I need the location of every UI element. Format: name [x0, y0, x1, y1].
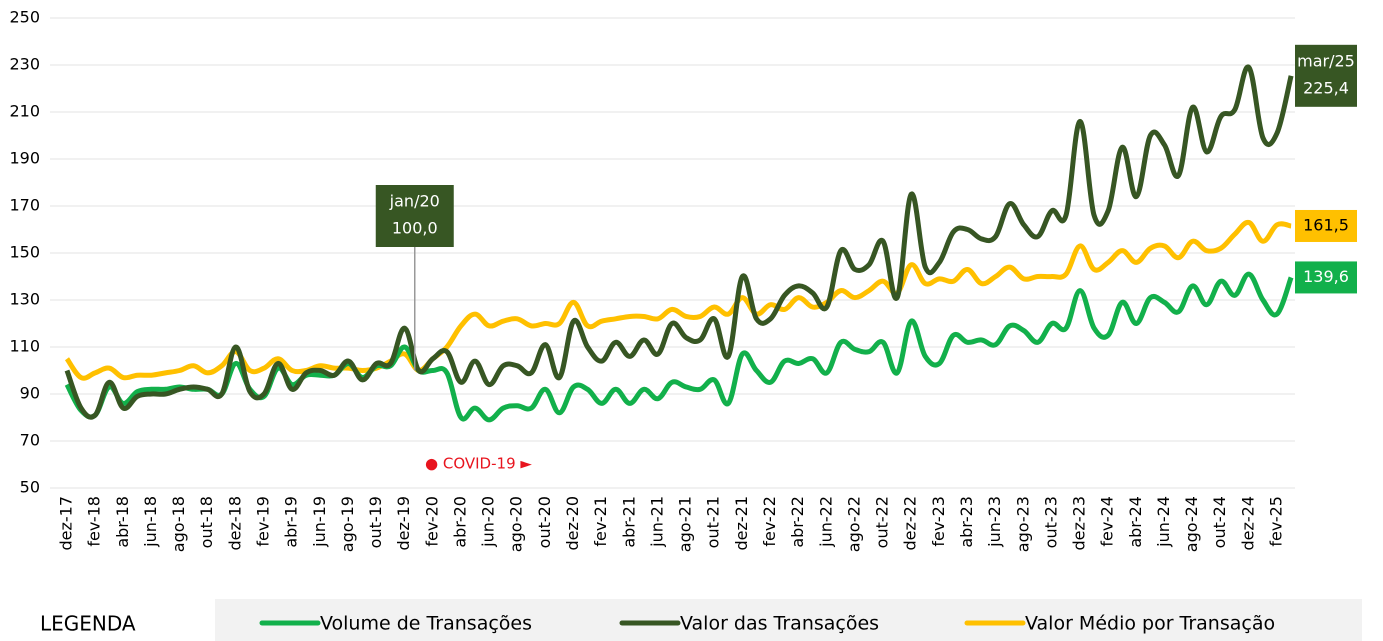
x-tick-label: ago-23 — [1013, 496, 1032, 552]
x-tick-label: fev-20 — [422, 496, 441, 547]
x-tick-label: abr-18 — [113, 496, 132, 548]
x-tick-label: ago-20 — [507, 496, 526, 552]
x-tick-label: dez-19 — [394, 496, 413, 551]
x-tick-label: out-21 — [704, 496, 723, 548]
legend-label: Valor Médio por Transação — [1025, 613, 1275, 635]
x-tick-label: dez-18 — [225, 496, 244, 551]
x-tick-label: dez-23 — [1070, 496, 1089, 551]
x-tick-label: abr-19 — [282, 496, 301, 548]
x-tick-label: ago-22 — [844, 496, 863, 552]
value-label-box — [1295, 261, 1357, 294]
x-tick-label: abr-20 — [450, 496, 469, 548]
x-tick-label: fev-19 — [253, 496, 272, 547]
x-tick-label: jun-22 — [816, 496, 835, 548]
x-tick-label: abr-24 — [1126, 496, 1145, 548]
x-tick-label: jun-18 — [141, 496, 160, 548]
annotation: ● COVID-19 ► — [425, 455, 532, 473]
y-tick-label: 110 — [9, 337, 40, 356]
y-tick-label: 230 — [9, 55, 40, 74]
x-tick-label: fev-25 — [1267, 496, 1286, 547]
series-line — [64, 219, 1292, 381]
x-tick-label: out-20 — [535, 496, 554, 548]
x-tick-label: out-19 — [366, 496, 385, 548]
y-tick-label: 190 — [9, 149, 40, 168]
x-tick-label: ago-18 — [169, 496, 188, 552]
legend-title: LEGENDA — [40, 612, 136, 636]
value-label-box — [375, 185, 454, 247]
x-tick-label: dez-21 — [732, 496, 751, 551]
x-tick-label: fev-23 — [929, 496, 948, 547]
value-label: 225,4 — [1303, 78, 1349, 97]
x-tick-label: ago-24 — [1182, 496, 1201, 552]
x-tick-label: out-22 — [873, 496, 892, 548]
x-tick-label: dez-20 — [563, 496, 582, 551]
y-tick-label: 170 — [9, 196, 40, 215]
x-tick-label: fev-18 — [85, 496, 104, 547]
y-tick-label: 210 — [9, 102, 40, 121]
legend-label: Valor das Transações — [680, 613, 879, 635]
x-tick-label: out-23 — [1041, 496, 1060, 548]
value-label-box — [1295, 44, 1357, 107]
x-tick-label: out-24 — [1210, 496, 1229, 548]
value-label: 100,0 — [392, 219, 438, 238]
point-label: mar/25 — [1297, 51, 1355, 70]
value-label-box — [1295, 209, 1357, 242]
y-tick-label: 150 — [9, 243, 40, 262]
x-tick-label: abr-22 — [788, 496, 807, 548]
x-tick-label: ago-19 — [338, 496, 357, 552]
x-tick-label: abr-23 — [957, 496, 976, 548]
y-tick-label: 70 — [20, 431, 40, 450]
x-tick-label: out-18 — [197, 496, 216, 548]
x-tick-label: ago-21 — [676, 496, 695, 552]
value-label: 139,6 — [1303, 267, 1349, 286]
legend-box — [215, 599, 1362, 641]
x-tick-label: jun-19 — [310, 496, 329, 548]
legend-label: Volume de Transações — [320, 613, 532, 635]
x-tick-label: dez-22 — [901, 496, 920, 551]
x-tick-label: fev-24 — [1098, 496, 1117, 547]
y-tick-label: 90 — [20, 384, 40, 403]
x-tick-label: jun-21 — [647, 496, 666, 548]
x-tick-label: jun-23 — [985, 496, 1004, 548]
y-tick-label: 130 — [9, 290, 40, 309]
y-tick-label: 250 — [9, 8, 40, 27]
x-tick-label: jun-20 — [479, 496, 498, 548]
x-tick-label: fev-22 — [760, 496, 779, 547]
x-tick-label: abr-21 — [619, 496, 638, 548]
series-line — [64, 64, 1294, 420]
x-tick-label: jun-24 — [1154, 496, 1173, 548]
x-tick-label: fev-21 — [591, 496, 610, 547]
x-tick-label: dez-17 — [57, 496, 76, 551]
point-label: jan/20 — [389, 192, 440, 211]
value-label: 161,5 — [1303, 215, 1349, 234]
y-tick-label: 50 — [20, 478, 40, 497]
x-tick-label: dez-24 — [1238, 496, 1257, 551]
